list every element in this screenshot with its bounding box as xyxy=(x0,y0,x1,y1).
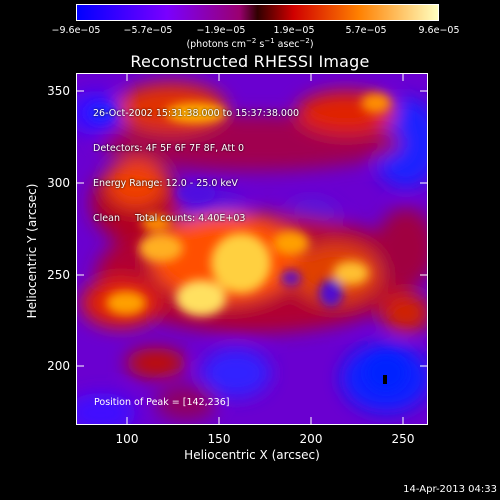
y-tick-label: 350 xyxy=(47,84,70,98)
rhessi-image xyxy=(76,73,428,425)
y-tick-label: 300 xyxy=(47,176,70,190)
colorbar-tick: −1.9e−05 xyxy=(196,25,246,36)
colorbar-tick: −5.7e−05 xyxy=(123,25,173,36)
plot-timestamp: 14-Apr-2013 04:33 xyxy=(403,484,497,495)
x-tick-label: 100 xyxy=(115,432,139,446)
colorbar-tick: −9.6e−05 xyxy=(51,25,101,36)
y-axis-label: Heliocentric Y (arcsec) xyxy=(25,183,39,319)
peak-position: Position of Peak = [142,236] xyxy=(94,397,230,408)
colorbar xyxy=(76,4,439,21)
info-time-range: 26-Oct-2002 15:31:38.000 to 15:37:38.000 xyxy=(93,108,300,120)
colorbar-tick: 9.6e−05 xyxy=(418,25,460,36)
image-title: Reconstructed RHESSI Image xyxy=(130,52,370,71)
x-tick-label: 150 xyxy=(207,432,231,446)
x-tick-label: 200 xyxy=(299,432,323,446)
x-tick-label: 250 xyxy=(391,432,415,446)
info-energy-range: Energy Range: 12.0 - 25.0 keV xyxy=(93,177,238,189)
y-tick-label: 250 xyxy=(47,268,70,282)
info-clean-counts: Clean Total counts: 4.40E+03 xyxy=(93,212,246,224)
y-tick-label: 200 xyxy=(47,359,70,373)
colorbar-tick: 5.7e−05 xyxy=(345,25,387,36)
colorbar-units: (photons cm−2 s−1 asec−2) xyxy=(186,37,314,51)
info-detectors: Detectors: 4F 5F 6F 7F 8F, Att 0 xyxy=(93,142,245,154)
colorbar-tick: 1.9e−05 xyxy=(273,25,315,36)
observation-info: 26-Oct-2002 15:31:38.000 to 15:37:38.000… xyxy=(93,85,299,236)
x-axis-label: Heliocentric X (arcsec) xyxy=(184,448,320,462)
